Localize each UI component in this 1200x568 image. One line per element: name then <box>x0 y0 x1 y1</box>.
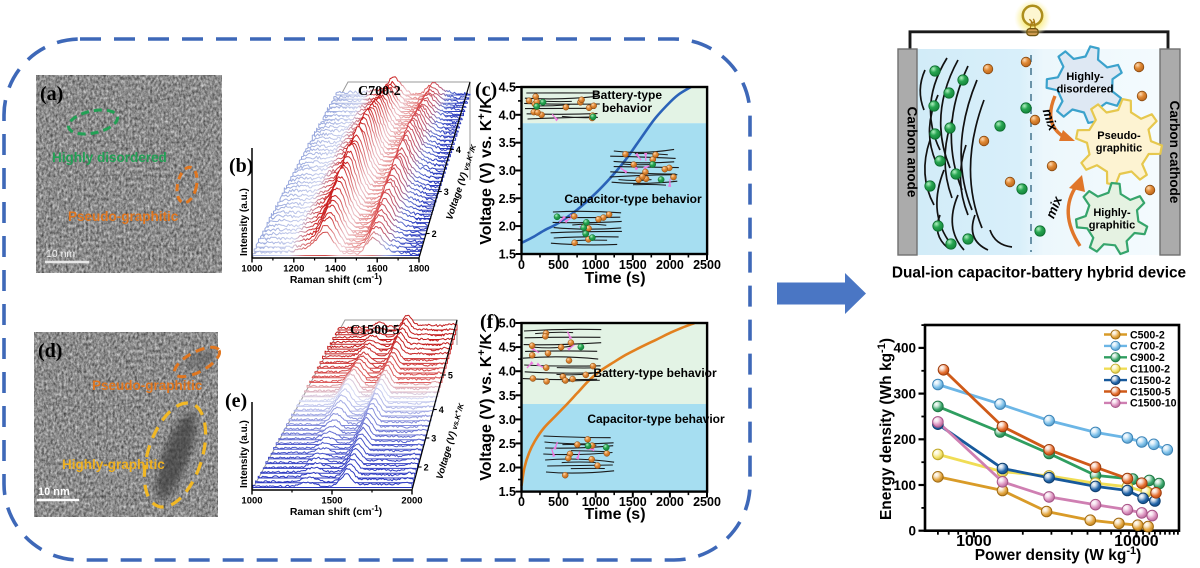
svg-text:(e): (e) <box>225 390 247 412</box>
svg-text:C1500-10: C1500-10 <box>1130 398 1177 410</box>
svg-text:C1500-2: C1500-2 <box>1130 375 1171 387</box>
svg-text:4: 4 <box>456 145 461 155</box>
svg-text:0: 0 <box>518 495 525 509</box>
svg-text:Highly-graphitic: Highly-graphitic <box>62 457 165 472</box>
svg-text:1200: 1200 <box>283 264 304 275</box>
svg-text:Intensity (a.u.): Intensity (a.u.) <box>239 188 250 256</box>
svg-text:2000: 2000 <box>401 496 422 507</box>
svg-text:C900-2: C900-2 <box>1130 352 1165 364</box>
svg-text:1500: 1500 <box>619 495 647 509</box>
svg-text:500: 500 <box>548 258 569 272</box>
svg-text:disordered: disordered <box>1057 84 1114 96</box>
svg-text:2.0: 2.0 <box>499 461 516 475</box>
svg-text:3.0: 3.0 <box>499 413 516 427</box>
svg-text:Time (s): Time (s) <box>584 506 645 523</box>
svg-text:Highly disordered: Highly disordered <box>52 150 167 165</box>
svg-text:1500: 1500 <box>619 258 647 272</box>
svg-text:Raman shift (cm-1): Raman shift (cm-1) <box>290 272 382 287</box>
svg-text:0: 0 <box>908 524 916 539</box>
svg-text:500: 500 <box>548 495 569 509</box>
svg-text:4.5: 4.5 <box>499 341 516 355</box>
svg-text:Raman shift (cm-1): Raman shift (cm-1) <box>290 504 382 519</box>
svg-text:(b): (b) <box>229 155 253 177</box>
svg-text:(a): (a) <box>40 83 63 105</box>
svg-text:Battery-type behavior: Battery-type behavior <box>593 366 717 380</box>
svg-text:3: 3 <box>431 434 436 444</box>
svg-text:(c): (c) <box>475 79 497 101</box>
svg-text:1600: 1600 <box>367 264 388 275</box>
svg-text:Carbon cathode: Carbon cathode <box>1167 101 1182 204</box>
svg-text:300: 300 <box>893 386 916 401</box>
svg-text:Energy density (Wh kg-1): Energy density (Wh kg-1) <box>876 338 895 520</box>
svg-text:Carbon anode: Carbon anode <box>905 107 920 198</box>
svg-text:200: 200 <box>893 432 916 447</box>
svg-text:Voltage (V) vs. K+/K: Voltage (V) vs. K+/K <box>476 97 495 245</box>
svg-text:1000: 1000 <box>241 264 262 275</box>
svg-text:Capacitor-type behavior: Capacitor-type behavior <box>564 192 702 206</box>
svg-text:1000: 1000 <box>956 533 992 550</box>
svg-text:C700-2: C700-2 <box>358 84 401 99</box>
svg-text:Highly-: Highly- <box>1066 71 1104 83</box>
svg-text:4: 4 <box>439 405 444 415</box>
svg-text:Voltage (V) vs. K+/K: Voltage (V) vs. K+/K <box>476 333 495 481</box>
svg-text:2000: 2000 <box>656 258 684 272</box>
svg-text:Battery-type: Battery-type <box>592 88 662 102</box>
svg-text:graphitic: graphitic <box>1096 143 1142 155</box>
svg-text:10000: 10000 <box>1114 533 1159 550</box>
svg-text:1.5: 1.5 <box>499 248 516 262</box>
svg-text:10 nm: 10 nm <box>38 486 70 498</box>
svg-text:1500: 1500 <box>321 496 342 507</box>
svg-text:4.5: 4.5 <box>499 81 516 95</box>
svg-text:4.0: 4.0 <box>499 108 516 122</box>
svg-text:3: 3 <box>444 187 449 197</box>
svg-text:1.5: 1.5 <box>499 485 516 499</box>
svg-text:2: 2 <box>432 229 437 239</box>
svg-text:2000: 2000 <box>656 495 684 509</box>
svg-text:10 nm: 10 nm <box>46 248 75 260</box>
svg-text:1000: 1000 <box>582 258 610 272</box>
svg-text:C1100-2: C1100-2 <box>1130 364 1170 376</box>
svg-text:2.5: 2.5 <box>499 192 516 206</box>
svg-text:5: 5 <box>448 371 453 381</box>
svg-text:Pseudo-: Pseudo- <box>1097 130 1141 142</box>
svg-text:2.5: 2.5 <box>499 437 516 451</box>
svg-text:(f): (f) <box>480 311 500 333</box>
svg-text:100: 100 <box>893 478 916 493</box>
svg-text:0: 0 <box>518 258 525 272</box>
svg-text:Dual-ion capacitor-battery hyb: Dual-ion capacitor-battery hybrid device <box>892 265 1187 282</box>
svg-text:3.5: 3.5 <box>499 389 516 403</box>
svg-text:C1500-5: C1500-5 <box>1130 386 1171 398</box>
svg-text:2500: 2500 <box>693 258 721 272</box>
svg-text:Time (s): Time (s) <box>584 270 645 287</box>
svg-text:4.0: 4.0 <box>499 365 516 379</box>
svg-text:C1500-5: C1500-5 <box>350 323 400 338</box>
svg-text:5.0: 5.0 <box>499 317 516 331</box>
svg-text:Power density (W kg-1): Power density (W kg-1) <box>975 545 1142 564</box>
svg-text:3.0: 3.0 <box>499 164 516 178</box>
svg-text:400: 400 <box>893 341 916 356</box>
svg-text:1000: 1000 <box>241 496 262 507</box>
svg-text:Highly-: Highly- <box>1093 207 1131 219</box>
svg-text:graphitic: graphitic <box>1089 220 1135 232</box>
svg-text:behavior: behavior <box>602 101 652 115</box>
svg-text:2: 2 <box>424 463 429 473</box>
svg-text:1000: 1000 <box>582 495 610 509</box>
svg-text:Capacitor-type behavior: Capacitor-type behavior <box>587 412 725 426</box>
svg-text:2.0: 2.0 <box>499 220 516 234</box>
svg-text:(d): (d) <box>38 340 62 362</box>
svg-text:Intensity (a.u.): Intensity (a.u.) <box>239 420 250 488</box>
svg-text:Pseudo-graphitic: Pseudo-graphitic <box>92 378 203 393</box>
svg-text:2500: 2500 <box>693 495 721 509</box>
svg-text:1400: 1400 <box>325 264 346 275</box>
svg-text:mix: mix <box>1040 107 1061 134</box>
svg-text:C500-2: C500-2 <box>1130 329 1165 341</box>
svg-text:Pseudo-graphitic: Pseudo-graphitic <box>68 209 179 224</box>
svg-text:C700-2: C700-2 <box>1130 341 1165 353</box>
svg-text:3.5: 3.5 <box>499 136 516 150</box>
svg-text:1800: 1800 <box>408 264 429 275</box>
